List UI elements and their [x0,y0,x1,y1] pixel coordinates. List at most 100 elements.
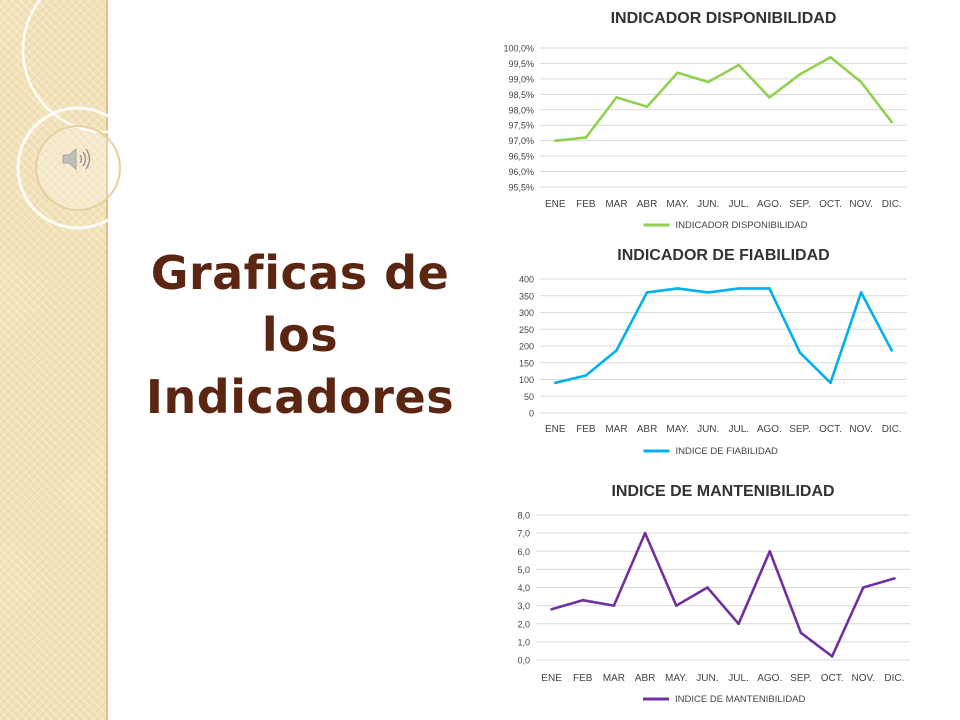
x-tick-label: AGO. [757,673,782,684]
x-tick-label: NOV. [851,673,875,684]
series-line [551,531,895,658]
y-tick-label: 300 [519,308,534,318]
y-tick-label: 100 [519,375,534,385]
x-tick-label: MAY. [666,199,688,210]
y-tick-label: 97,5% [508,121,534,131]
x-tick-label: MAY. [665,673,687,684]
data-point [645,105,649,108]
legend-label: INDICADOR DISPONIBILIDAD [676,220,808,231]
data-point [581,598,585,602]
data-point [737,287,741,290]
data-point [706,586,709,589]
data-point [553,381,557,385]
x-tick-label: ABR [635,673,656,684]
data-point [799,631,803,635]
reliability-chart: INDICADOR DE FIABILIDAD 0 50 100 150 200 250 30… [519,247,907,457]
speaker-icon[interactable] [60,146,94,172]
y-tick-label: 5,0 [517,565,530,575]
x-tick-label: ABR [637,199,658,210]
y-tick-label: 99,5% [508,59,534,69]
x-tick-label: JUN. [696,673,718,684]
data-point [768,287,771,290]
legend-label: INDICE DE FIABILIDAD [676,446,779,457]
x-tick-label: OCT. [821,673,844,684]
data-point [737,622,740,626]
data-point [706,291,710,294]
data-point [584,136,588,139]
y-tick-label: 50 [524,392,534,402]
y-tick-label: 6,0 [517,547,530,557]
slide-title-line-2: los [261,308,339,362]
x-tick-label: JUL. [728,673,749,684]
series-line [554,287,893,385]
data-point [584,374,588,377]
data-point [737,63,741,67]
data-point [859,291,863,294]
y-tick-label: 99,0% [508,74,534,84]
x-tick-label: JUL. [729,199,750,210]
x-tick-label: MAR [605,424,627,435]
x-tick-label: OCT. [819,424,842,435]
chart-title: INDICADOR DE FIABILIDAD [617,247,829,264]
data-point [829,55,832,59]
x-tick-label: FEB [576,199,596,210]
y-tick-label: 200 [519,342,534,352]
decorative-side-strip [0,0,108,720]
y-tick-label: 95,5% [508,183,534,193]
x-tick-label: OCT. [819,199,842,210]
y-tick-label: 400 [519,275,534,285]
legend-label: INDICE DE MANTENIBILIDAD [675,694,806,705]
data-point [550,607,553,611]
data-point [768,96,771,99]
y-tick-label: 98,0% [508,105,534,115]
x-tick-label: MAR [605,199,627,210]
chart-title: INDICADOR DISPONIBILIDAD [611,10,837,27]
data-point [893,577,896,580]
y-tick-label: 2,0 [517,619,530,629]
data-point [829,381,832,385]
data-point [645,291,649,294]
y-tick-label: 1,0 [517,637,530,647]
series-line [555,55,893,142]
data-point [553,139,557,142]
data-point [615,96,618,99]
x-tick-label: DIC. [882,424,902,435]
x-tick-label: JUN. [697,199,719,210]
y-tick-label: 97,0% [508,136,534,146]
decorative-circles [16,0,189,230]
y-tick-label: 0,0 [517,656,530,666]
y-tick-label: 96,5% [508,152,534,162]
data-point [890,120,894,124]
x-tick-label: SEP. [789,424,811,435]
y-tick-label: 4,0 [517,583,530,593]
data-point [859,80,863,84]
x-tick-label: SEP. [790,673,812,684]
data-point [706,80,710,84]
y-tick-label: 8,0 [517,511,530,521]
data-point [674,604,678,607]
y-tick-label: 96,0% [508,167,534,177]
data-point [768,549,772,553]
y-tick-label: 250 [519,325,534,335]
data-point [676,287,679,290]
y-tick-label: 350 [519,291,534,301]
data-point [798,351,802,354]
data-point [643,531,647,535]
x-tick-label: JUN. [697,424,719,435]
data-point [861,586,865,589]
data-point [676,71,679,75]
x-tick-label: DIC. [884,673,904,684]
y-tick-label: 7,0 [517,529,530,539]
chart-title: INDICE DE MANTENIBILIDAD [611,483,834,500]
y-tick-label: 100,0% [503,44,534,54]
data-point [612,604,616,607]
data-point [830,655,834,658]
y-tick-label: 3,0 [517,601,530,611]
x-tick-label: NOV. [849,424,873,435]
x-tick-label: ENE [541,673,562,684]
maintainability-chart: INDICE DE MANTENIBILIDAD 0,0 1,0 2,0 3,0 4,0 5… [517,483,910,705]
x-tick-label: ENE [545,199,566,210]
slide-title-line-1: Graficas de [150,246,450,300]
x-tick-label: NOV. [849,199,873,210]
y-tick-label: 150 [519,358,534,368]
